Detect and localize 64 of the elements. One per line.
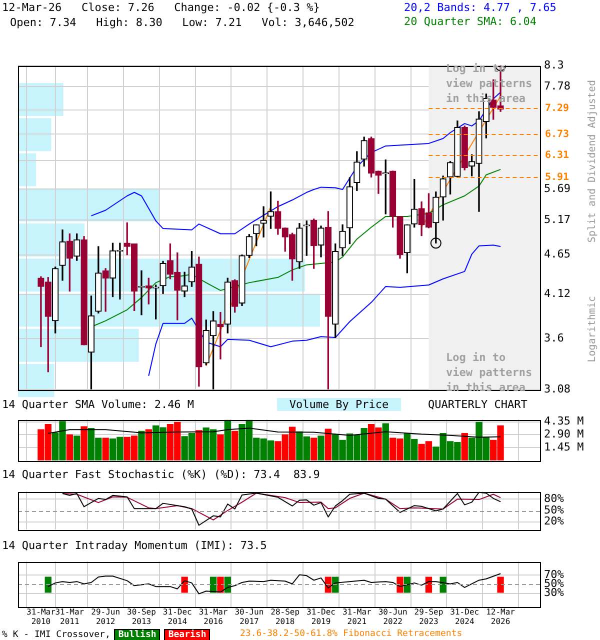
bar [318,436,324,460]
y-tick-label: 1.45 M [544,440,584,454]
x-tick-label: 29-Jun 2012 [91,608,120,626]
ref-line-label: 6.31 [545,150,570,162]
y-tick-label: 3.08 [544,382,570,396]
bar [145,429,152,460]
ref-line-label: 7.29 [545,103,570,114]
x-tick-label: 31-Mar 2010 [26,608,56,626]
legend-title: % K - IMI Crossover, [2,630,110,640]
y-tick-label: 5.17 [544,213,570,226]
y-tick-label: 4.35 M [544,414,584,428]
x-tick-label: 30-Jun 2022 [378,608,408,626]
bar [196,430,202,460]
y-tick-label: 50% [544,503,564,516]
x-tick-label: 31-Mar 2011 [55,608,84,626]
chart-title: 14 Quarter SMA Volume: 2.46 M [2,398,194,411]
text: Bullish [114,629,160,640]
y-tick-label: 5.69 [544,182,570,195]
y-tick-label: 4.65 [544,248,570,261]
y-tick-label: 20% [544,514,564,528]
bar [80,426,88,460]
bar [461,433,468,460]
bar [310,438,318,460]
y-axis-title: Split and Dividend Adjusted [586,80,599,243]
x-tick-label: 31-Dec 2014 [162,608,192,626]
bar [102,438,109,460]
x-tick-label: 31-Mar 2016 [198,608,228,626]
text: Logarithmic [586,296,599,362]
x-tick-label: 30-Jun 2017 [234,608,264,626]
y-tick-label: 7.78 [544,80,570,93]
y-tick-label: 80% [544,492,564,506]
bar [138,430,145,460]
text: 20,2 Bands: 4.77 , 7.65 [404,1,556,14]
chart-title: 12-Mar-26 Close: 7.26 Change: -0.02 {-0.3 %} [2,1,320,14]
text: 23.6-38.2-50-61.8% Fibonacci Retracements [240,629,462,639]
x-tick-label: 31-Mar 2021 [342,608,372,626]
x-tick-label: 29-Sep 2023 [414,608,444,626]
bar [66,434,74,460]
bar [74,436,80,460]
bar [324,428,332,460]
text: 20 Quarter SMA: 6.04 [404,15,536,28]
bar [18,118,52,152]
ref-line-label: 6.73 [545,129,570,140]
bar [232,430,238,460]
text: QUARTERLY CHART [428,398,528,411]
x-tick-label: 30-Sep 2013 [127,608,156,626]
x-tick-label: 31-Dec 2019 [306,608,336,626]
x-tick-label: 12-Mar 2026 [486,608,516,626]
bar [382,423,389,460]
x-tick-label: 31-Dec 2024 [450,608,480,626]
chart-title: 14 Quarter Intraday Momentum (IMI): 73.5 [2,539,267,552]
x-tick-label: 28-Sep 2018 [270,608,300,626]
ref-line-label: 5.91 [545,172,570,184]
y-tick-label: 4.12 [544,287,570,300]
y-tick-label: 8.3 [544,58,564,72]
text: Volume By Price [277,398,401,411]
chart-subtitle: Open: 7.34 High: 8.30 Low: 7.21 Vol: 3,646,502 [10,16,354,29]
chart-title: 14 Quarter Fast Stochastic (%K) (%D): 73.4 83.9 [2,468,320,481]
text: Bearish [164,629,210,640]
candlestick [181,272,188,298]
bar [224,420,231,460]
bar [217,434,224,460]
y-tick-label: 2.90 M [544,428,584,441]
y-tick-label: 3.6 [544,331,564,344]
